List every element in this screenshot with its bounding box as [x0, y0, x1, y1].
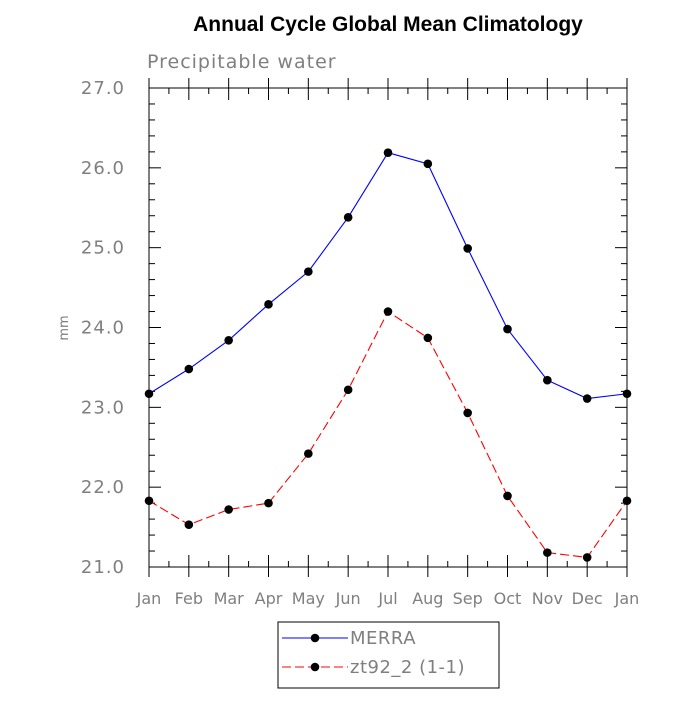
data-point — [343, 213, 353, 222]
data-point — [463, 244, 472, 253]
x-tick-label: Feb — [175, 589, 203, 608]
series-line — [148, 310, 628, 559]
data-point — [224, 335, 233, 345]
y-axis-label: mm — [57, 315, 72, 340]
data-point — [582, 553, 592, 562]
data-point — [264, 300, 273, 309]
data-point — [304, 267, 313, 276]
y-tick-labels: 21.0 22.0 23.0 24.0 25.0 26.0 27.0 — [81, 78, 125, 578]
data-point — [423, 159, 433, 169]
data-point — [463, 408, 472, 418]
y-tick-label: 25.0 — [81, 238, 125, 259]
series-line — [148, 152, 628, 400]
legend-marker — [310, 633, 320, 643]
x-tick-label: May — [292, 589, 325, 608]
x-tick-labels: Jan Feb Mar Apr May Jun Jul Aug Sep Oct Nov Dec Jan — [136, 589, 640, 608]
x-tick-label: Apr — [255, 589, 283, 608]
series-1 — [144, 307, 632, 562]
data-point — [184, 520, 194, 529]
data-point — [503, 324, 512, 334]
legend-box — [277, 621, 500, 689]
y-tick-label: 27.0 — [81, 78, 125, 99]
chart-title: Annual Cycle Global Mean Climatology — [193, 13, 583, 36]
x-tick-label: Dec — [572, 589, 603, 608]
y-tick-label: 22.0 — [81, 477, 125, 498]
x-tick-label: Jul — [377, 589, 397, 608]
x-tick-label: Mar — [214, 589, 245, 608]
data-point — [503, 491, 512, 501]
x-tick-label: Aug — [412, 589, 443, 608]
data-point — [383, 307, 393, 316]
data-point — [543, 375, 552, 385]
data-point — [423, 333, 433, 343]
series-0 — [144, 148, 632, 403]
data-point — [383, 148, 393, 157]
series-layer — [144, 148, 632, 562]
y-tick-label: 23.0 — [81, 397, 125, 418]
data-point — [543, 548, 552, 557]
major-ticks — [148, 78, 628, 577]
x-tick-label: Jan — [614, 589, 640, 608]
y-tick-label: 21.0 — [81, 557, 125, 578]
data-point — [184, 364, 194, 374]
data-point — [224, 505, 233, 514]
chart-subtitle: Precipitable water — [147, 51, 337, 73]
x-tick-label: Sep — [453, 589, 483, 608]
minor-ticks — [149, 88, 627, 567]
legend: MERRA zt92_2 (1-1) — [277, 621, 500, 689]
y-tick-label: 24.0 — [81, 318, 125, 339]
plot-frame — [148, 87, 628, 568]
x-tick-label: Nov — [532, 589, 563, 608]
legend-label: zt92_2 (1-1) — [350, 657, 465, 678]
y-tick-label: 26.0 — [81, 158, 125, 179]
data-point — [582, 394, 592, 403]
legend-marker — [310, 662, 320, 672]
data-point — [343, 385, 353, 395]
data-point — [264, 498, 273, 508]
x-tick-label: Jan — [136, 589, 162, 608]
x-tick-label: Oct — [494, 589, 522, 608]
x-tick-label: Jun — [335, 589, 361, 608]
legend-label: MERRA — [350, 628, 416, 649]
data-point — [304, 449, 313, 458]
